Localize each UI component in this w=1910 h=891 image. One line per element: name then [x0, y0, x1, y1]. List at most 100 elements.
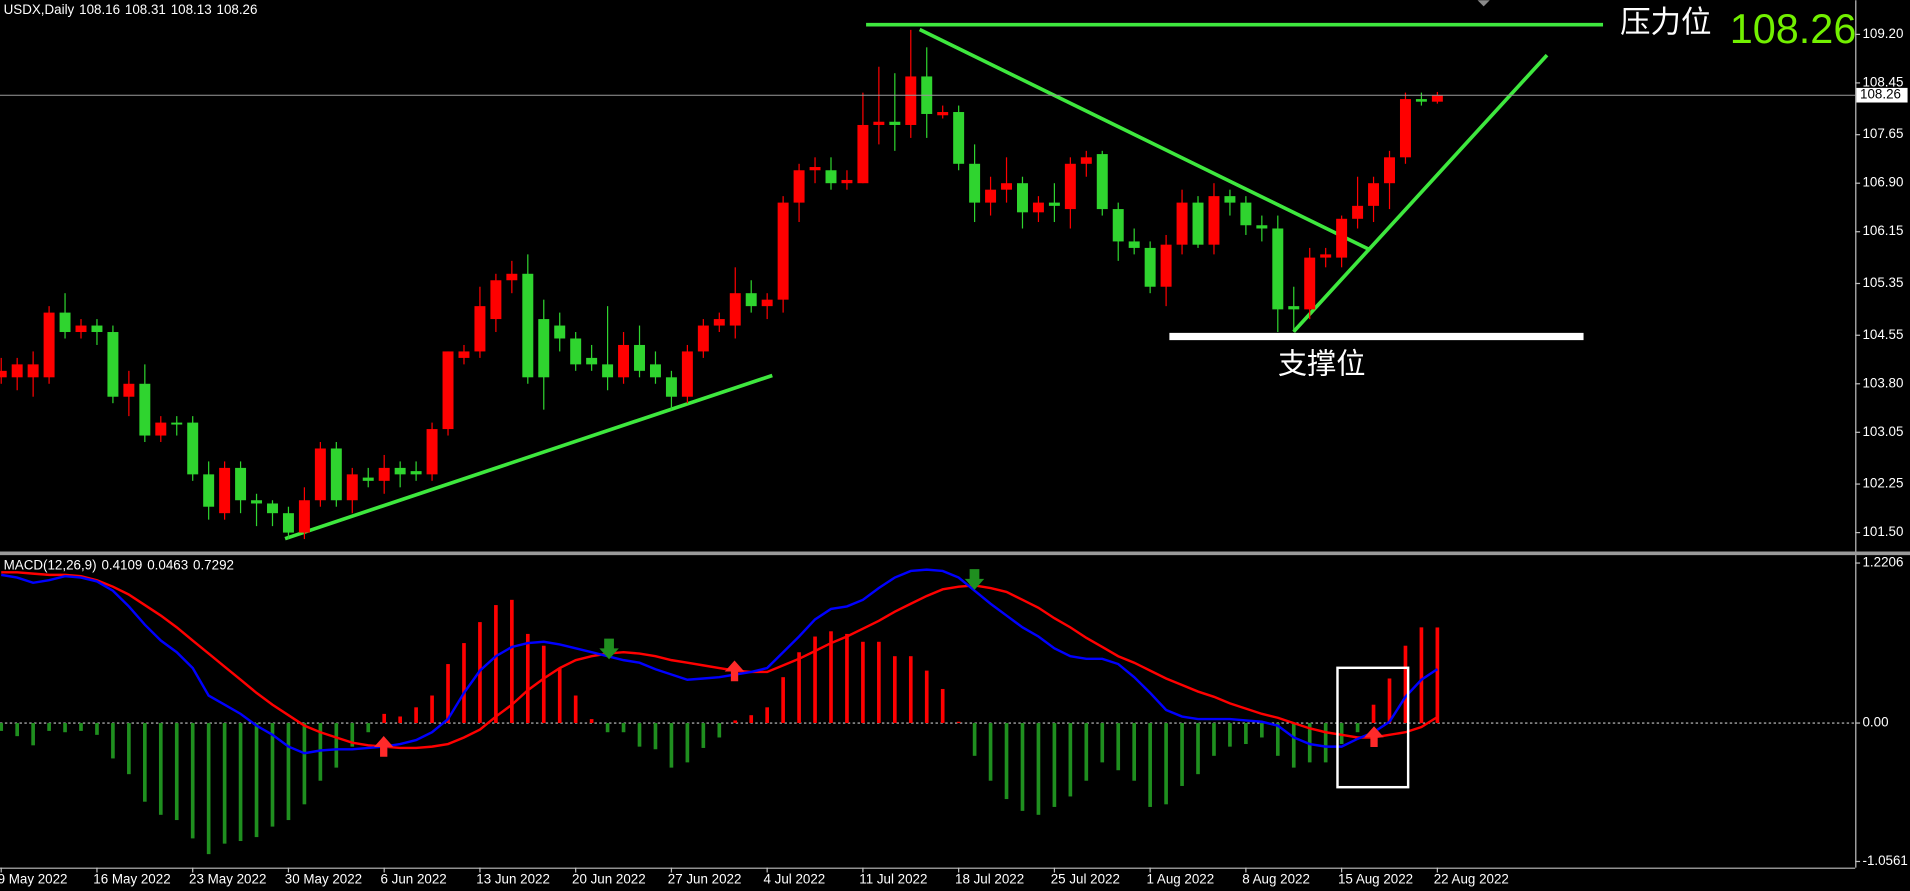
- candle-body: [586, 357, 598, 365]
- buy-arrow: [373, 736, 394, 757]
- low-value: 108.13: [171, 2, 212, 17]
- candle-body: [1288, 306, 1300, 310]
- histogram-bar: [1004, 723, 1009, 800]
- histogram-bar: [95, 723, 99, 735]
- x-tick-label: 4 Jul 2022: [764, 871, 826, 886]
- candle-body: [330, 448, 342, 501]
- candle-body: [219, 467, 231, 514]
- histogram-bar: [605, 723, 610, 733]
- candle-body: [1208, 196, 1220, 245]
- histogram-bar: [270, 723, 275, 827]
- y-tick-label: -1.0561: [1862, 853, 1907, 868]
- candle-body: [107, 332, 119, 397]
- histogram-bar: [1212, 723, 1216, 756]
- histogram-bar: [861, 641, 865, 724]
- histogram-bar: [589, 719, 594, 724]
- histogram-bar: [1148, 723, 1152, 807]
- candle-body: [1192, 202, 1204, 245]
- x-tick-label: 15 Aug 2022: [1338, 871, 1413, 886]
- histogram-bar: [988, 723, 993, 781]
- buy-arrow: [724, 660, 745, 682]
- candle-body: [665, 377, 677, 397]
- x-tick-label: 25 Jul 2022: [1051, 871, 1120, 886]
- buy-arrow: [1364, 726, 1384, 747]
- signal-line: [1, 571, 1439, 750]
- histogram-bar: [701, 723, 706, 748]
- histogram-bar: [1371, 704, 1376, 724]
- trend-line: [1292, 53, 1549, 333]
- histogram-bar: [908, 656, 913, 724]
- candle-body: [602, 364, 614, 378]
- y-tick-label: 1.2206: [1862, 555, 1903, 570]
- histogram-bar: [1403, 645, 1408, 724]
- candle-body: [490, 280, 502, 320]
- chart-header: USDX,Daily 108.16 108.31 108.13 108.26: [4, 2, 258, 17]
- histogram-bar: [1291, 723, 1296, 768]
- candle-body: [410, 471, 422, 475]
- resistance-value: 108.26: [1730, 6, 1857, 52]
- candle-body: [1240, 202, 1252, 226]
- histogram-bar: [414, 707, 418, 724]
- y-tick-label: 0.00: [1862, 715, 1888, 730]
- histogram-bar: [398, 716, 402, 724]
- candle-body: [474, 306, 486, 352]
- candle-body: [649, 364, 661, 378]
- candle-body: [123, 383, 135, 397]
- current-price-label: 108.26: [1860, 87, 1901, 102]
- histogram-bar: [1323, 723, 1328, 763]
- candle-body: [75, 325, 87, 333]
- candle-body: [713, 319, 725, 326]
- histogram-bar: [637, 723, 642, 747]
- histogram-bar: [653, 723, 658, 750]
- histogram-bar: [63, 723, 67, 733]
- candle-body: [282, 513, 294, 533]
- histogram-bar: [813, 636, 817, 724]
- histogram-bar: [1339, 723, 1344, 745]
- candle-body: [761, 299, 773, 307]
- candle-body: [1176, 202, 1188, 245]
- trend-line: [918, 27, 1372, 252]
- histogram-bar: [31, 723, 35, 746]
- candle-body: [873, 121, 885, 125]
- histogram-bar: [621, 723, 626, 733]
- candle-body: [905, 76, 917, 125]
- trend-line: [284, 373, 773, 541]
- x-tick-label: 20 Jun 2022: [572, 871, 646, 886]
- signal-value: 0.0463: [147, 557, 188, 572]
- candle-body: [458, 351, 470, 358]
- y-tick-label: 101.50: [1862, 524, 1903, 539]
- candle-body: [426, 429, 438, 475]
- histogram-bar: [829, 631, 833, 724]
- candle-body: [1384, 157, 1395, 184]
- candle-body: [554, 325, 566, 339]
- candle-body: [1256, 225, 1268, 229]
- y-tick-label: 102.25: [1862, 476, 1903, 491]
- histogram-bar: [446, 664, 450, 724]
- histogram-bar: [47, 723, 51, 731]
- y-tick-label: 107.65: [1862, 126, 1903, 141]
- histogram-bar: [174, 723, 179, 821]
- candle-body: [1048, 202, 1060, 206]
- histogram-bar: [462, 643, 466, 724]
- histogram-bar: [238, 723, 243, 842]
- candle-body: [1128, 241, 1140, 248]
- histogram-bar: [525, 633, 530, 724]
- histogram-bar: [382, 713, 387, 724]
- x-tick-label: 6 Jun 2022: [381, 871, 447, 886]
- histogram-bar: [1419, 627, 1424, 724]
- histogram-bar: [765, 707, 769, 724]
- histogram-bar: [557, 667, 562, 724]
- candle-body: [745, 293, 757, 307]
- histogram-bar: [1228, 723, 1232, 747]
- close-value: 108.26: [217, 2, 258, 17]
- candle-body: [969, 163, 981, 203]
- histogram-bar: [158, 723, 163, 815]
- candle-body: [634, 344, 645, 371]
- candle-body: [171, 422, 183, 425]
- y-tick-label: 103.05: [1862, 424, 1903, 439]
- histogram-bar: [254, 723, 259, 838]
- histogram-bar: [1132, 723, 1137, 781]
- candle-body: [1368, 183, 1380, 206]
- candle-body: [1431, 95, 1443, 102]
- x-tick-label: 23 May 2022: [189, 871, 266, 886]
